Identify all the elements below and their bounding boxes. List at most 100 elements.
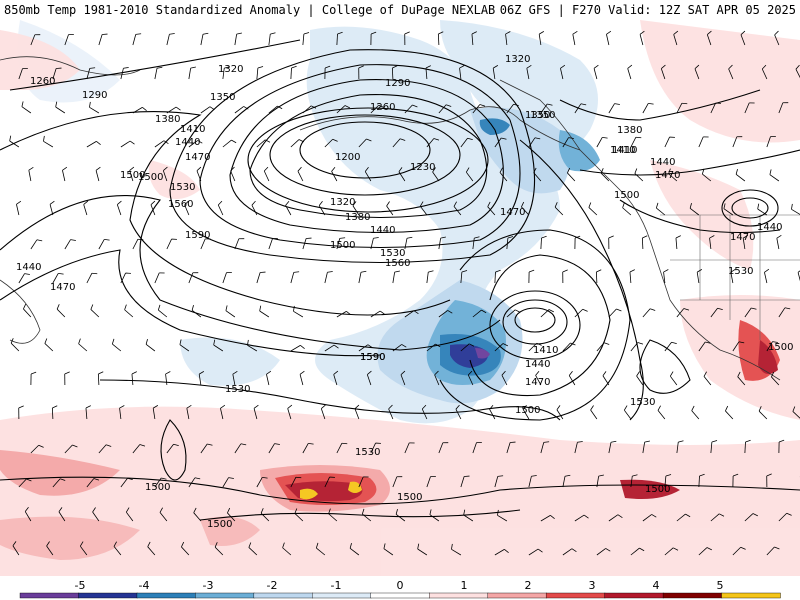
wind-barb bbox=[315, 542, 326, 556]
wind-barb bbox=[179, 339, 190, 352]
wind-barb bbox=[657, 405, 666, 420]
contour-labels: 1260 1290 1320 1350 1380 1410 1440 1470 … bbox=[16, 54, 793, 530]
wind-barb bbox=[606, 30, 612, 46]
wind-barb bbox=[730, 268, 736, 284]
wind-barb bbox=[30, 444, 44, 454]
wind-barb bbox=[554, 202, 564, 216]
contour-label: 1590 bbox=[185, 230, 210, 241]
wind-barb bbox=[710, 513, 725, 522]
contour-label: 1530 bbox=[728, 266, 753, 277]
wind-barb bbox=[460, 343, 475, 352]
wind-barb bbox=[184, 200, 190, 216]
wind-barb bbox=[425, 65, 431, 80]
wind-barb bbox=[132, 107, 147, 114]
wind-barb bbox=[328, 508, 338, 522]
wind-barb bbox=[152, 405, 159, 420]
height-contours bbox=[0, 39, 800, 521]
wind-barb bbox=[639, 30, 645, 46]
wind-barb bbox=[302, 237, 312, 250]
wind-barb bbox=[710, 102, 721, 114]
wind-barb bbox=[526, 64, 532, 80]
wind-barb bbox=[336, 105, 350, 114]
wind-barb bbox=[10, 338, 20, 352]
wind-barb bbox=[86, 141, 101, 148]
map-title: 850mb Temp 1981-2010 Standardized Anomal… bbox=[4, 3, 496, 17]
model-run-info: 06Z GFS | F270 Valid: 12Z SAT APR 05 202… bbox=[499, 3, 796, 17]
wind-barb bbox=[710, 307, 723, 318]
wind-barb bbox=[302, 442, 314, 454]
wind-barb bbox=[18, 273, 30, 284]
wind-barb bbox=[562, 269, 568, 284]
wind-barb bbox=[521, 201, 530, 216]
wind-barb bbox=[630, 342, 644, 352]
wind-barb bbox=[494, 475, 504, 488]
wind-barb bbox=[744, 307, 757, 318]
wind-barb bbox=[642, 308, 656, 318]
wind-barb bbox=[698, 547, 712, 556]
wind-barb bbox=[214, 542, 224, 556]
wind-barb bbox=[630, 136, 642, 148]
wind-barb bbox=[528, 269, 535, 284]
colorbar-segment bbox=[662, 592, 723, 599]
wind-barb bbox=[166, 238, 177, 250]
contour-label: 1440 bbox=[175, 137, 200, 148]
wind-barb bbox=[58, 507, 66, 522]
wind-barb bbox=[460, 270, 468, 284]
wind-barb bbox=[287, 404, 293, 420]
wind-barb bbox=[386, 201, 394, 216]
wind-barb bbox=[691, 405, 700, 420]
wind-barb bbox=[188, 477, 201, 488]
wind-barb bbox=[253, 404, 259, 420]
wind-barb bbox=[259, 305, 270, 318]
wind-barb bbox=[459, 65, 465, 80]
wind-barb bbox=[764, 268, 770, 284]
coastlines bbox=[0, 56, 781, 381]
wind-barb bbox=[248, 542, 258, 556]
contour-label: 1530 bbox=[170, 182, 195, 193]
wind-barb bbox=[383, 543, 394, 556]
colorbar-tick-label: 0 bbox=[397, 579, 404, 592]
wind-barb bbox=[256, 271, 266, 284]
wind-barb bbox=[145, 339, 156, 352]
wind-barb bbox=[95, 166, 101, 182]
wind-barb bbox=[698, 341, 711, 352]
wind-barb bbox=[634, 168, 644, 182]
wind-barb bbox=[290, 139, 304, 148]
wind-barb bbox=[268, 32, 276, 46]
wind-barb bbox=[732, 341, 745, 352]
wind-barb bbox=[227, 507, 236, 522]
wind-barb bbox=[572, 30, 578, 46]
wind-barb bbox=[336, 442, 348, 454]
contour-label: 1470 bbox=[525, 377, 550, 388]
wind-barb bbox=[116, 200, 122, 216]
wind-barb bbox=[596, 342, 610, 352]
wind-barb bbox=[737, 371, 746, 386]
wind-barb bbox=[119, 405, 125, 420]
wind-barb bbox=[771, 371, 780, 386]
wind-barb bbox=[52, 67, 62, 80]
wind-barb bbox=[560, 64, 566, 80]
wind-barb bbox=[358, 270, 367, 284]
contour-label: 1350 bbox=[530, 110, 555, 121]
wind-barb bbox=[234, 32, 242, 46]
wind-barb bbox=[600, 168, 610, 182]
wind-barb bbox=[664, 136, 675, 148]
state-borders bbox=[660, 214, 800, 340]
wind-barb bbox=[234, 106, 249, 114]
contour-label: 1380 bbox=[617, 125, 642, 136]
wind-barb bbox=[451, 543, 462, 556]
wind-barb bbox=[324, 138, 338, 148]
wind-barb bbox=[528, 548, 543, 556]
contour-label: 1500 bbox=[138, 172, 163, 183]
wind-barb bbox=[728, 64, 734, 80]
wind-barb bbox=[18, 405, 24, 420]
wind-barb bbox=[120, 140, 135, 148]
contour-label: 1440 bbox=[370, 225, 395, 236]
wind-barb bbox=[154, 66, 163, 80]
wind-barb bbox=[766, 135, 776, 148]
wind-barb bbox=[463, 509, 474, 522]
wind-barb bbox=[540, 441, 550, 454]
wind-barb bbox=[260, 508, 270, 522]
wind-barb bbox=[769, 169, 780, 182]
wind-barb bbox=[608, 308, 622, 318]
